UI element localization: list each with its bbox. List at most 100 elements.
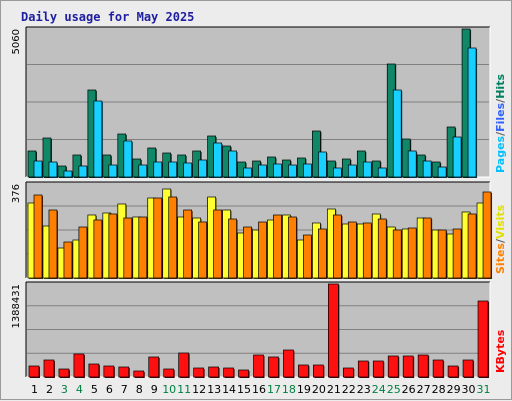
bar-files-day-4 xyxy=(78,165,88,178)
bar-sites-day-18-body xyxy=(288,216,297,279)
bar-files-day-24-body xyxy=(377,167,387,178)
day-label-10: 10 xyxy=(162,383,176,396)
bar-kbytes-day-30 xyxy=(462,359,475,378)
day-label-18: 18 xyxy=(282,383,296,396)
day-label-31: 31 xyxy=(477,383,491,396)
bar-files-day-8 xyxy=(138,164,148,178)
bar-files-day-13 xyxy=(213,142,223,178)
bar-kbytes-day-20-body xyxy=(313,364,324,378)
bar-sites-day-26-body xyxy=(407,227,417,279)
day-label-12: 12 xyxy=(192,383,206,396)
day-label-14: 14 xyxy=(222,383,236,396)
bar-sites-day-5-body xyxy=(93,219,103,279)
bar-kbytes-day-25 xyxy=(387,355,400,378)
bar-files-day-10 xyxy=(168,161,178,178)
bar-kbytes-day-5-body xyxy=(88,363,100,378)
bar-sites-day-2-body xyxy=(48,209,58,279)
bar-files-day-20-body xyxy=(318,151,327,178)
bar-files-day-17 xyxy=(273,163,283,178)
day-label-1: 1 xyxy=(31,383,38,396)
bar-files-day-3-body xyxy=(63,170,73,178)
bar-sites-day-23-body xyxy=(362,222,372,279)
bar-sites-day-9-body xyxy=(153,197,163,279)
bar-kbytes-day-16 xyxy=(253,354,265,378)
bar-files-day-6 xyxy=(108,164,118,178)
day-label-11: 11 xyxy=(177,383,191,396)
bar-kbytes-day-18-body xyxy=(283,349,294,378)
bar-kbytes-day-17 xyxy=(268,356,280,378)
panel-mid-legend: Sites/Visits xyxy=(494,204,507,274)
bar-files-day-19-body xyxy=(303,163,312,178)
bar-files-day-12 xyxy=(198,159,208,178)
day-label-5: 5 xyxy=(91,383,98,396)
day-label-21: 21 xyxy=(327,383,341,396)
bar-kbytes-day-7-body xyxy=(118,366,130,378)
bar-files-day-26-body xyxy=(407,150,417,178)
bar-files-day-1 xyxy=(33,160,43,178)
bar-files-day-22 xyxy=(347,164,358,178)
bar-kbytes-day-2-body xyxy=(43,359,55,378)
bar-kbytes-day-11-body xyxy=(178,352,190,378)
bar-sites-day-11-body xyxy=(183,209,193,279)
bar-kbytes-day-23-body xyxy=(357,360,369,378)
bar-sites-day-28 xyxy=(437,229,448,279)
bar-files-day-29-body xyxy=(452,136,462,178)
bar-sites-day-19-body xyxy=(303,234,312,279)
bar-kbytes-day-22 xyxy=(342,367,355,378)
bar-sites-day-30 xyxy=(467,213,478,279)
day-label-9: 9 xyxy=(151,383,158,396)
bar-sites-day-11 xyxy=(183,209,193,279)
bar-kbytes-day-6 xyxy=(103,365,115,378)
bar-sites-day-8-body xyxy=(138,216,148,279)
bar-files-day-14 xyxy=(228,150,238,178)
day-label-17: 17 xyxy=(267,383,281,396)
day-label-13: 13 xyxy=(207,383,221,396)
bar-sites-day-27-body xyxy=(422,217,432,279)
panel-top-legend: Pages/Files/Hits xyxy=(494,74,507,173)
bar-sites-day-15 xyxy=(243,226,253,279)
bar-kbytes-day-29-body xyxy=(447,365,459,378)
day-label-29: 29 xyxy=(447,383,461,396)
bar-kbytes-day-19-body xyxy=(298,364,309,378)
legend-entry: Files xyxy=(494,102,507,132)
bar-sites-day-21-body xyxy=(333,214,342,279)
bar-kbytes-day-26 xyxy=(402,355,415,378)
bar-sites-day-25 xyxy=(392,229,403,279)
bar-sites-day-5 xyxy=(93,219,103,279)
bar-sites-day-12 xyxy=(198,221,208,279)
bar-kbytes-day-6-body xyxy=(103,365,115,378)
day-label-26: 26 xyxy=(402,383,416,396)
bar-kbytes-day-19 xyxy=(298,364,310,378)
bar-files-day-25 xyxy=(392,89,403,178)
bar-kbytes-day-14 xyxy=(223,367,235,378)
bar-files-day-24 xyxy=(377,167,388,178)
bar-files-day-20 xyxy=(318,151,328,178)
day-label-30: 30 xyxy=(462,383,476,396)
bar-files-day-2-body xyxy=(48,161,58,178)
bar-kbytes-day-27-body xyxy=(417,354,429,378)
bar-sites-day-30-body xyxy=(467,213,477,279)
bar-sites-day-1-body xyxy=(33,194,43,279)
day-label-7: 7 xyxy=(121,383,128,396)
bar-kbytes-day-25-body xyxy=(387,355,399,378)
bar-sites-day-24-body xyxy=(377,218,387,279)
day-label-28: 28 xyxy=(432,383,446,396)
bar-files-day-9 xyxy=(153,161,163,178)
bar-sites-day-20 xyxy=(318,228,328,279)
bar-kbytes-day-29 xyxy=(447,365,460,378)
day-label-3: 3 xyxy=(61,383,68,396)
bar-files-day-17-body xyxy=(273,163,282,178)
bar-files-day-6-body xyxy=(108,164,118,178)
bar-sites-day-16 xyxy=(258,221,268,279)
bar-sites-day-3 xyxy=(63,241,73,279)
bar-files-day-14-body xyxy=(228,150,237,178)
day-label-22: 22 xyxy=(342,383,356,396)
bar-kbytes-day-17-body xyxy=(268,356,279,378)
bar-files-day-11-body xyxy=(183,162,193,178)
bar-kbytes-day-1 xyxy=(28,365,40,378)
bar-sites-day-12-body xyxy=(198,221,207,279)
bar-sites-day-23 xyxy=(362,222,373,279)
bar-kbytes-day-16-body xyxy=(253,354,264,378)
bar-files-day-27-body xyxy=(422,160,432,178)
bar-files-day-8-body xyxy=(138,164,148,178)
